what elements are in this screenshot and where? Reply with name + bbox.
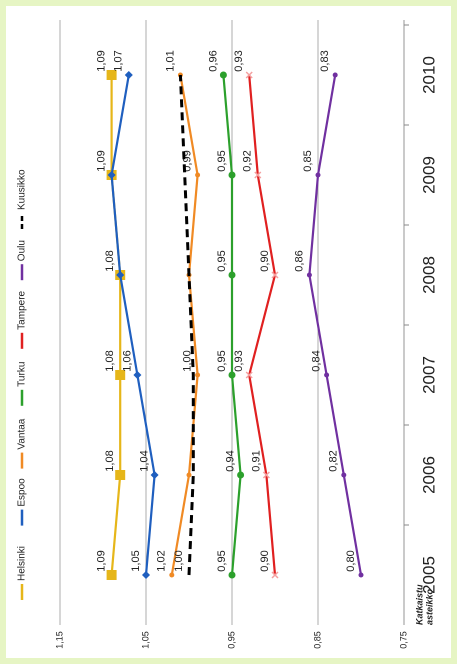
data-label: 0,84 [311, 350, 323, 371]
marker [195, 372, 201, 378]
data-label: 0,95 [216, 350, 228, 371]
marker [228, 371, 236, 379]
marker [195, 172, 201, 178]
marker [262, 471, 270, 479]
marker [332, 72, 338, 78]
x-tick-label: 2008 [419, 256, 438, 294]
x-tick-label: 2006 [419, 456, 438, 494]
series-line [110, 74, 156, 576]
data-label: 0,85 [302, 150, 314, 171]
marker [358, 572, 364, 578]
data-label: 0,94 [225, 450, 237, 471]
marker [315, 172, 321, 178]
marker [106, 70, 117, 80]
data-label: 1,06 [121, 350, 133, 371]
marker [169, 572, 175, 578]
legend-label: Helsinki [17, 546, 28, 581]
data-label: 0,92 [242, 150, 254, 171]
data-label: 1,07 [113, 50, 125, 71]
data-label: 0,96 [207, 50, 219, 71]
marker [245, 371, 253, 379]
data-label: 0,80 [345, 550, 357, 571]
marker [245, 71, 253, 79]
series-line [248, 74, 277, 576]
data-label: 0,90 [259, 550, 271, 571]
axis-note: asteikko [424, 588, 434, 625]
marker [116, 271, 125, 279]
marker [271, 571, 279, 579]
data-label: 1,00 [182, 350, 194, 371]
marker [228, 571, 236, 579]
marker [186, 472, 192, 478]
marker [106, 570, 117, 580]
legend-label: Espoo [17, 478, 28, 507]
marker [124, 71, 133, 79]
data-label: 0,90 [259, 250, 271, 271]
data-label: 1,09 [96, 550, 108, 571]
marker [115, 470, 126, 480]
data-label: 0,93 [233, 350, 245, 371]
legend-label: Tampere [17, 290, 28, 329]
data-label: 0,93 [233, 50, 245, 71]
x-tick-label: 2009 [419, 156, 438, 194]
marker [133, 371, 142, 379]
data-label: 1,08 [104, 450, 116, 471]
panel [6, 6, 451, 658]
data-label: 0,95 [216, 250, 228, 271]
marker [237, 471, 245, 479]
marker [341, 472, 347, 478]
data-label: 1,02 [156, 550, 168, 571]
series-line [110, 75, 122, 576]
marker [228, 271, 236, 279]
marker [150, 471, 159, 479]
marker [219, 71, 227, 79]
data-label: 1,01 [164, 50, 176, 71]
y-tick-label: 0,85 [312, 631, 322, 649]
data-label: 1,00 [173, 550, 185, 571]
data-label: 0,91 [250, 450, 262, 471]
y-tick-label: 0,95 [226, 631, 236, 649]
marker [107, 171, 116, 179]
series-line [222, 74, 242, 576]
legend-label: Turku [17, 362, 28, 387]
series-line [308, 74, 363, 576]
data-label: 1,08 [104, 250, 116, 271]
marker [254, 171, 262, 179]
series-line [170, 74, 199, 576]
y-tick-label: 0,75 [398, 631, 408, 649]
data-label: 1,04 [139, 450, 151, 471]
marker [228, 171, 236, 179]
legend: Helsinki Espoo Vantaa Turku Tampere Oulu Kuusi… [17, 169, 28, 600]
marker [142, 571, 150, 579]
marker [271, 271, 279, 279]
marker [306, 272, 312, 278]
legend-label: Vantaa [17, 418, 28, 449]
data-label: 1,05 [130, 550, 142, 571]
marker [324, 372, 330, 378]
y-tick-label: 1,15 [54, 631, 64, 649]
x-tick-label: 2010 [419, 56, 438, 94]
data-label: 1,08 [104, 350, 116, 371]
legend-label: Kuusikko [17, 169, 28, 210]
data-label: 0,95 [216, 550, 228, 571]
legend-label: Oulu [17, 240, 28, 261]
data-label: 0,95 [216, 150, 228, 171]
data-label: 0,86 [293, 250, 305, 271]
marker [115, 370, 126, 380]
data-label: 0,82 [328, 450, 340, 471]
x-tick-label: 2005 [419, 556, 438, 594]
series-line [178, 74, 195, 576]
y-tick-label: 1,05 [140, 631, 150, 649]
axis-note: Katkaistu [414, 584, 424, 625]
data-label: 0,83 [319, 50, 331, 71]
x-tick-label: 2007 [419, 356, 438, 394]
data-label: 1,09 [96, 50, 108, 71]
data-label: 1,09 [96, 150, 108, 171]
